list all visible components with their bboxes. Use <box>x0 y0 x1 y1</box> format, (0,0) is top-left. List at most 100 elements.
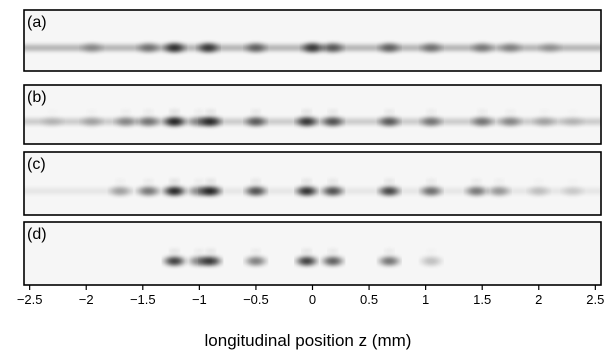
panel-image <box>24 43 601 53</box>
atom-ghost <box>385 109 394 114</box>
atom-cluster <box>246 117 265 127</box>
atom-cluster <box>303 43 322 53</box>
atom-cluster <box>563 117 582 127</box>
atom-cluster <box>380 256 399 266</box>
atom-ghost <box>302 179 311 184</box>
atom-cluster <box>297 117 316 127</box>
x-tick-label: 2 <box>535 292 542 307</box>
panel-frame <box>23 151 602 216</box>
atom-cluster <box>501 43 520 53</box>
atom-ghost <box>144 109 153 114</box>
panel-image <box>165 249 441 266</box>
atom-ghost <box>206 109 215 114</box>
x-axis-title: longitudinal position z (mm) <box>205 331 412 350</box>
atom-ghost <box>495 179 504 184</box>
x-tick-label: −1 <box>192 292 207 307</box>
atom-cluster <box>139 117 158 127</box>
atom-ghost <box>328 249 337 254</box>
atom-cluster <box>246 43 265 53</box>
atom-cluster <box>535 117 554 127</box>
atom-ghost <box>48 110 56 114</box>
panel-background <box>24 85 601 144</box>
atom-ghost <box>170 179 179 184</box>
atom-cluster <box>201 117 220 127</box>
x-tick-label: 0 <box>309 292 316 307</box>
atom-ghost <box>206 179 215 184</box>
atom-ghost <box>506 109 515 114</box>
x-tick-label: 1.5 <box>473 292 491 307</box>
atom-cluster <box>422 256 441 266</box>
panels: (a) (b) (c) (d) <box>23 9 602 286</box>
atom-cluster <box>422 43 441 53</box>
x-tick-label: −0.5 <box>243 292 269 307</box>
atom-cluster <box>380 117 399 127</box>
atom-ghost <box>195 109 204 114</box>
x-tick-label: −2.5 <box>17 292 43 307</box>
atom-cluster <box>323 186 342 196</box>
x-tick-label: −1.5 <box>130 292 156 307</box>
atom-ghost <box>302 109 311 114</box>
panel-a: (a) <box>23 9 602 72</box>
atom-ghost <box>385 179 394 184</box>
atom-ghost <box>195 179 204 184</box>
panel-image <box>24 179 601 196</box>
atom-cluster <box>82 43 101 53</box>
atom-cluster <box>323 256 342 266</box>
atom-ghost <box>251 109 260 114</box>
x-tick-label: 0.5 <box>360 292 378 307</box>
atom-ghost <box>195 249 204 254</box>
atom-cluster <box>165 43 184 53</box>
atom-cluster <box>380 43 399 53</box>
panel-label: (d) <box>27 226 47 243</box>
atom-ghost <box>540 109 549 114</box>
panel-label: (a) <box>27 14 47 31</box>
atom-cluster <box>297 186 316 196</box>
panel-c: (c) <box>23 151 602 216</box>
atom-ghost <box>385 249 394 254</box>
atom-cluster <box>165 256 184 266</box>
atom-cluster <box>422 186 441 196</box>
atom-cluster <box>165 117 184 127</box>
atom-ghost <box>535 179 543 183</box>
atom-ghost <box>302 249 311 254</box>
panel-background <box>24 222 601 285</box>
panel-frame <box>23 84 602 145</box>
atom-cluster <box>323 43 342 53</box>
atom-ghost <box>170 109 179 114</box>
atom-cluster <box>297 256 316 266</box>
atom-cluster <box>111 186 130 196</box>
x-axis: −2.5 −2 −1.5 −1 −0.5 0 0.5 1 1.5 2 2.5 <box>17 285 604 307</box>
atom-cluster <box>165 186 184 196</box>
atom-ghost <box>116 179 125 184</box>
atom-cluster <box>563 186 582 196</box>
atom-ghost <box>121 109 130 114</box>
panel-background <box>24 152 601 215</box>
atom-ghost <box>427 179 436 184</box>
atom-cluster <box>201 256 220 266</box>
atom-cluster <box>422 117 441 127</box>
atom-ghost <box>427 109 436 114</box>
atom-ghost <box>251 249 260 254</box>
atom-ghost <box>569 110 577 114</box>
atom-ghost <box>144 179 153 184</box>
atom-cluster <box>541 43 560 53</box>
x-tick-label: 2.5 <box>586 292 604 307</box>
atom-cluster <box>529 186 548 196</box>
atom-cluster <box>473 43 492 53</box>
atom-cluster <box>467 186 486 196</box>
panel-label: (c) <box>27 156 46 173</box>
atom-cluster <box>246 256 265 266</box>
atom-cluster <box>473 117 492 127</box>
panel-background <box>24 10 601 71</box>
atom-cluster <box>201 186 220 196</box>
panel-label: (b) <box>27 89 47 106</box>
atom-cluster <box>139 186 158 196</box>
atom-ghost <box>251 179 260 184</box>
atom-cluster <box>43 117 62 127</box>
atom-cluster <box>501 117 520 127</box>
atom-cluster <box>246 186 265 196</box>
atom-ghost <box>328 179 337 184</box>
atom-cluster <box>82 117 101 127</box>
panel-d: (d) <box>23 221 602 286</box>
